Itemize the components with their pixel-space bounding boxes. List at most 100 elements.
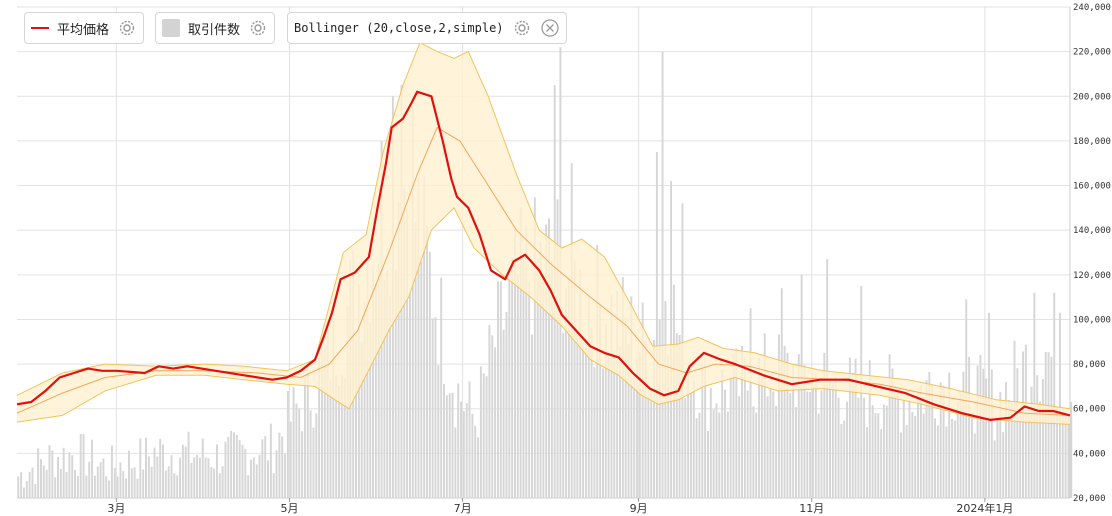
volume-bar xyxy=(565,288,568,498)
volume-bar xyxy=(522,256,525,498)
volume-bar xyxy=(545,224,548,498)
volume-bar xyxy=(599,304,602,498)
volume-bar xyxy=(218,473,221,498)
volume-bar xyxy=(389,295,392,498)
volume-bar xyxy=(505,311,508,498)
volume-bar xyxy=(150,466,153,498)
volume-bar xyxy=(905,425,908,498)
volume-bar xyxy=(511,256,514,498)
volume-bar xyxy=(386,270,389,498)
volume-bar xyxy=(516,274,519,498)
volume-bar xyxy=(196,454,199,498)
volume-bar xyxy=(698,412,701,498)
volume-bar xyxy=(22,487,25,498)
volume-bar xyxy=(250,459,252,498)
volume-bar xyxy=(434,317,437,498)
volume-bar xyxy=(658,319,661,498)
volume-bar xyxy=(743,357,746,498)
volume-bar xyxy=(193,457,196,498)
y-tick-label: 180,000 xyxy=(1073,137,1111,147)
volume-bar xyxy=(269,423,272,498)
volume-bar xyxy=(181,444,184,498)
legend-volume[interactable]: 取引件数 xyxy=(155,12,276,44)
volume-bar xyxy=(338,385,340,498)
volume-bar xyxy=(159,438,162,498)
volume-bar xyxy=(655,152,658,498)
volume-bar xyxy=(675,333,678,498)
volume-bar xyxy=(1061,414,1064,498)
volume-bar xyxy=(1039,401,1042,498)
volume-bar xyxy=(908,399,911,498)
close-icon[interactable] xyxy=(540,18,560,38)
volume-bar xyxy=(440,277,443,498)
y-tick-label: 160,000 xyxy=(1073,182,1111,192)
volume-bar xyxy=(732,354,735,498)
volume-bar xyxy=(914,415,917,498)
volume-bar xyxy=(567,278,570,498)
volume-bar xyxy=(281,436,284,498)
volume-bar xyxy=(40,459,42,498)
volume-bar xyxy=(485,376,488,498)
bollinger-label: Bollinger (20,close,2,simple) xyxy=(294,21,504,35)
volume-bar xyxy=(443,383,445,498)
volume-bar xyxy=(213,468,216,498)
volume-bar xyxy=(289,421,292,498)
legend-bollinger[interactable]: Bollinger (20,close,2,simple) xyxy=(287,12,567,44)
volume-bar xyxy=(775,406,778,498)
volume-bar xyxy=(542,280,545,498)
volume-bar xyxy=(431,318,434,498)
volume-bar xyxy=(17,476,20,498)
volume-bar xyxy=(973,433,976,498)
volume-bar xyxy=(704,357,707,498)
legend-average-price[interactable]: 平均価格 xyxy=(24,12,145,44)
volume-bar xyxy=(607,352,610,498)
volume-bar xyxy=(917,391,919,498)
y-tick-label: 100,000 xyxy=(1073,315,1111,325)
volume-bar xyxy=(990,369,993,498)
volume-bar xyxy=(934,418,937,498)
y-tick-label: 120,000 xyxy=(1073,271,1111,281)
volume-bar xyxy=(426,225,428,498)
volume-bar xyxy=(303,374,306,498)
volume-bar xyxy=(621,277,624,498)
volume-bar xyxy=(451,392,454,498)
volume-bar xyxy=(865,427,868,498)
volume-bar xyxy=(1050,356,1053,498)
volume-bar xyxy=(125,478,128,498)
volume-bar xyxy=(403,187,406,498)
volume-bar xyxy=(1030,386,1033,498)
volume-bar xyxy=(587,297,590,498)
volume-bar xyxy=(207,458,210,498)
volume-bar xyxy=(420,261,423,498)
volume-bar xyxy=(948,372,951,498)
volume-bar xyxy=(1007,399,1010,498)
average-price-swatch xyxy=(31,27,49,29)
volume-bar xyxy=(244,448,247,498)
gear-icon[interactable] xyxy=(248,18,268,38)
volume-bar xyxy=(843,420,846,498)
volume-bar xyxy=(411,107,414,498)
volume-bar xyxy=(604,323,607,498)
volume-bar xyxy=(661,51,664,499)
volume-bar xyxy=(931,384,934,498)
volume-bar xyxy=(272,473,275,498)
volume-bar xyxy=(769,388,772,498)
volume-bar xyxy=(863,397,866,498)
volume-bar xyxy=(596,245,599,498)
gear-icon[interactable] xyxy=(117,18,137,38)
volume-bar xyxy=(1010,402,1013,498)
volume-bar xyxy=(110,445,113,498)
volume-bar xyxy=(746,390,749,498)
volume-bar xyxy=(127,450,130,498)
volume-bar xyxy=(707,430,709,498)
volume-bar xyxy=(221,466,224,498)
volume-bar xyxy=(335,375,338,498)
x-tick-label: 9月 xyxy=(630,502,648,515)
volume-bar xyxy=(803,365,806,498)
volume-bar xyxy=(417,178,420,499)
gear-icon[interactable] xyxy=(512,18,532,38)
volume-bar xyxy=(28,471,31,498)
bollinger-upper-line xyxy=(16,42,1071,410)
volume-bar xyxy=(928,371,931,498)
volume-bar xyxy=(953,420,956,498)
